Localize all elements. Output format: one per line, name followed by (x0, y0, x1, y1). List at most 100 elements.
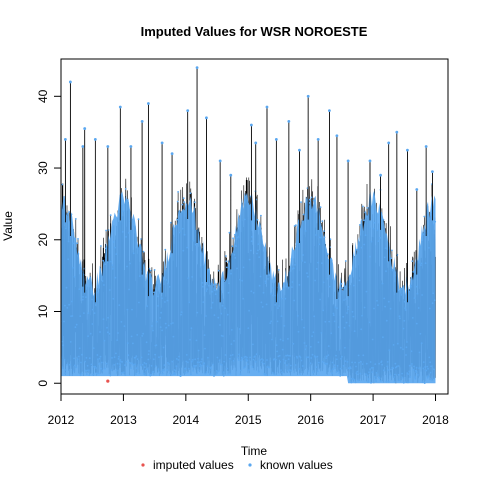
known-value-point (230, 343, 233, 345)
known-value-point (421, 381, 424, 384)
y-tick-label: 10 (36, 305, 50, 319)
known-value-point (344, 360, 347, 362)
known-value-point (409, 376, 412, 378)
known-value-point (264, 282, 267, 284)
known-value-point (367, 378, 370, 380)
known-value-point (419, 246, 421, 248)
known-value-point (420, 342, 423, 345)
known-value-point (380, 360, 383, 363)
known-value-point (235, 245, 238, 248)
known-value-point (329, 369, 332, 372)
known-value-point (263, 362, 265, 365)
known-value-point (414, 377, 417, 380)
known-value-point (200, 360, 203, 363)
known-value-point (320, 332, 323, 334)
known-value-point (237, 356, 239, 359)
known-value-point (327, 354, 330, 357)
known-value-point (410, 285, 412, 288)
known-value-point (81, 353, 83, 356)
known-value-point (158, 371, 161, 374)
known-value-point (403, 319, 406, 322)
known-value-point (166, 299, 169, 302)
legend: imputed values known values (141, 458, 333, 472)
known-value-point (82, 296, 84, 298)
known-value-point (193, 364, 195, 367)
known-value-point (359, 360, 362, 363)
known-value-point (351, 310, 354, 313)
known-value-point (224, 354, 227, 356)
known-value-point (369, 368, 371, 371)
known-value-point (175, 358, 178, 360)
known-value-point (222, 335, 224, 337)
known-value-point (332, 314, 335, 317)
known-value-point (94, 365, 96, 368)
known-value-point (260, 358, 263, 360)
known-value-point (371, 338, 374, 341)
known-value-point (387, 369, 389, 371)
known-value-point (399, 379, 402, 382)
known-value-point (293, 225, 296, 227)
known-value-point (399, 317, 401, 320)
known-value-point (62, 344, 65, 347)
known-value-point (106, 331, 109, 334)
known-value-point (422, 367, 425, 370)
known-value-point (397, 373, 400, 376)
known-value-point (331, 372, 333, 375)
known-value-point (408, 364, 411, 367)
known-peak-point (274, 137, 278, 141)
known-value-point (314, 356, 317, 359)
known-value-point (177, 359, 180, 361)
known-value-point (302, 213, 305, 216)
known-value-point (156, 295, 159, 298)
known-value-point (326, 362, 328, 365)
known-value-point (155, 320, 158, 323)
known-value-point (297, 227, 299, 229)
known-value-point (128, 288, 131, 291)
known-value-point (118, 304, 121, 306)
known-value-point (274, 304, 276, 306)
known-peak-point (160, 141, 164, 145)
known-value-point (370, 240, 373, 243)
known-value-point (360, 328, 363, 331)
known-value-point (289, 364, 292, 367)
known-value-point (75, 366, 78, 369)
known-value-point (300, 201, 302, 204)
known-value-point (132, 342, 134, 345)
known-value-point (64, 372, 67, 375)
known-value-point (307, 370, 310, 372)
known-value-point (102, 259, 104, 262)
known-value-point (334, 367, 336, 370)
known-value-point (190, 327, 193, 330)
known-value-point (370, 367, 373, 369)
known-value-point (338, 349, 341, 351)
known-value-point (238, 328, 241, 330)
known-value-point (377, 240, 380, 243)
known-value-point (298, 368, 300, 370)
known-value-point (276, 320, 279, 323)
known-value-point (309, 201, 311, 204)
known-value-point (124, 374, 127, 376)
known-value-point (394, 373, 396, 376)
known-value-point (387, 300, 390, 303)
known-value-point (74, 326, 77, 329)
known-value-point (161, 372, 164, 375)
known-value-point (433, 368, 435, 371)
known-value-point (210, 367, 212, 370)
known-value-point (63, 358, 66, 361)
known-value-point (195, 339, 198, 342)
known-value-point (294, 264, 296, 266)
known-value-point (126, 342, 129, 344)
known-value-point (129, 262, 131, 265)
known-peak-point (195, 66, 199, 70)
known-value-point (416, 292, 419, 295)
known-peak-point (170, 152, 174, 156)
known-value-point (428, 307, 431, 310)
known-value-point (246, 363, 249, 366)
known-value-point (401, 376, 404, 379)
known-value-point (168, 285, 171, 288)
known-value-point (138, 275, 141, 277)
known-value-point (146, 368, 149, 371)
known-value-point (328, 320, 331, 323)
known-value-point (416, 374, 419, 376)
known-value-point (398, 315, 401, 318)
